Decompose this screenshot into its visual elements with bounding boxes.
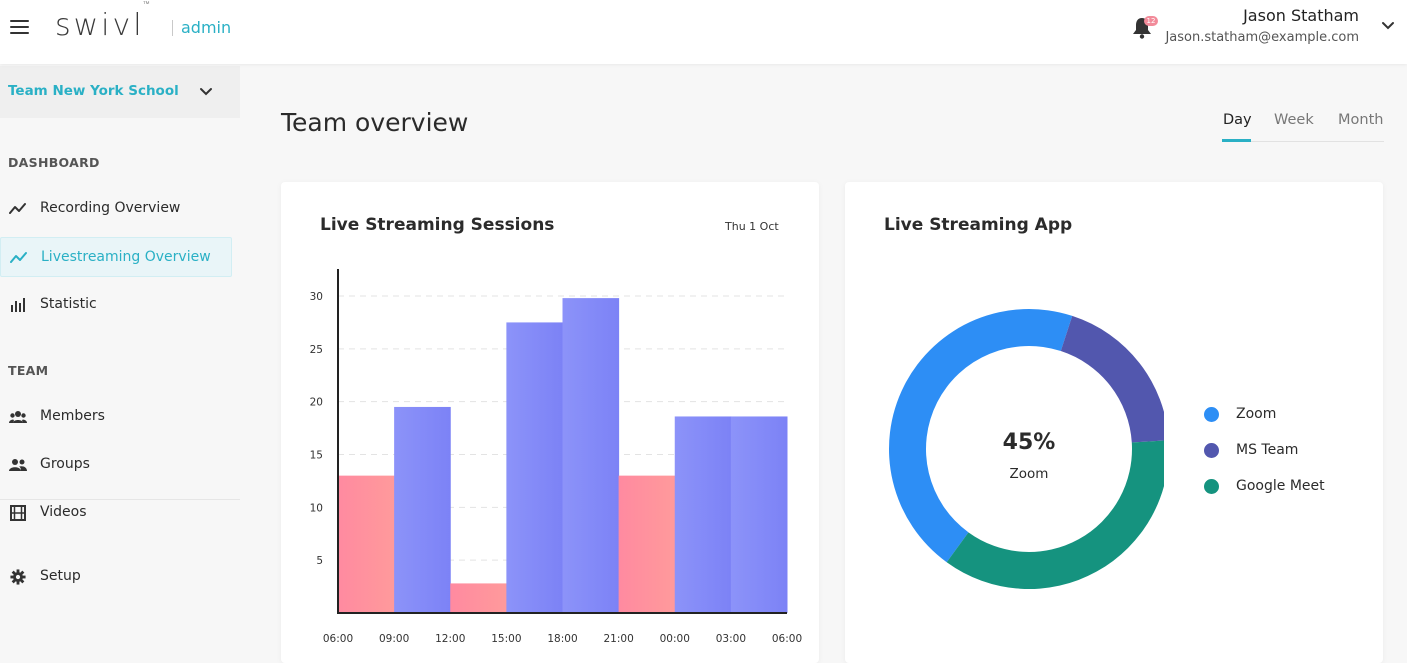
admin-label: admin <box>181 18 232 37</box>
page-title: Team overview <box>281 108 469 137</box>
chevron-down-icon <box>198 84 214 98</box>
trend-line-icon <box>10 250 28 266</box>
bar[interactable] <box>562 298 620 613</box>
notifications-bell-icon[interactable]: 12 <box>1131 14 1158 40</box>
y-tick-label: 15 <box>310 450 323 462</box>
team-name: Team New York School <box>8 83 179 99</box>
time-range-tabs: Day Week Month <box>1222 110 1384 142</box>
donut-legend: Zoom MS Team Google Meet <box>1204 404 1364 504</box>
sidebar-item-label: Setup <box>40 568 81 584</box>
logo-divider <box>172 20 173 36</box>
sidebar: Team New York School DASHBOARD Recording… <box>0 64 240 663</box>
bar[interactable] <box>506 322 563 613</box>
members-icon <box>9 409 27 425</box>
dashboard-section-title: DASHBOARD <box>8 155 100 170</box>
card-title: Live Streaming App <box>884 215 1073 235</box>
legend-label: MS Team <box>1236 442 1299 458</box>
x-tick-label: 09:00 <box>379 633 409 645</box>
notification-badge: 12 <box>1144 16 1158 26</box>
chart-date-label: Thu 1 Oct <box>725 220 779 233</box>
team-selector[interactable]: Team New York School <box>0 66 240 118</box>
sidebar-item-members[interactable]: Members <box>0 397 232 437</box>
sidebar-divider <box>0 499 240 500</box>
groups-icon <box>9 457 27 473</box>
x-tick-label: 18:00 <box>547 633 577 645</box>
sidebar-item-videos[interactable]: Videos <box>0 493 232 533</box>
bar-chart-icon <box>9 297 27 313</box>
sidebar-item-label: Livestreaming Overview <box>41 249 211 265</box>
sidebar-item-setup[interactable]: Setup <box>0 557 232 597</box>
y-tick-label: 30 <box>310 291 323 303</box>
sidebar-item-livestreaming-overview[interactable]: Livestreaming Overview <box>0 237 232 277</box>
sidebar-item-recording-overview[interactable]: Recording Overview <box>0 189 232 229</box>
hamburger-menu-icon[interactable] <box>10 20 30 36</box>
user-email: Jason.statham@example.com <box>1165 30 1359 45</box>
active-tab-indicator <box>1222 139 1251 142</box>
user-menu-chevron-down-icon[interactable] <box>1380 18 1396 32</box>
legend-label: Google Meet <box>1236 478 1325 494</box>
sidebar-item-statistic[interactable]: Statistic <box>0 285 232 325</box>
sidebar-item-label: Groups <box>40 456 90 472</box>
live-streaming-app-card: Live Streaming App 45% Zoom Zoom MS Team G… <box>845 182 1383 663</box>
x-tick-label: 00:00 <box>660 633 690 645</box>
sidebar-item-label: Videos <box>40 504 87 520</box>
donut-slice-ms-team[interactable] <box>1060 315 1164 443</box>
tab-week[interactable]: Week <box>1274 112 1314 128</box>
legend-label: Zoom <box>1236 406 1277 422</box>
sessions-bar-chart: 5 10 15 20 25 30 06:00 09:00 12:00 15:00 18:00 21:… <box>310 269 802 645</box>
bar[interactable] <box>338 475 395 613</box>
bar[interactable] <box>394 406 451 613</box>
app-donut-chart: 45% Zoom <box>889 309 1164 589</box>
donut-slice-zoom[interactable] <box>889 309 1073 563</box>
donut-slice-google-meet[interactable] <box>946 440 1164 589</box>
logo-trademark: ™ <box>142 0 150 8</box>
top-header: swivl™ admin 12 Jason Statham Jason.stat… <box>0 0 1407 64</box>
y-tick-label: 20 <box>310 397 323 409</box>
legend-dot <box>1204 479 1219 494</box>
live-streaming-sessions-card: Live Streaming Sessions Thu 1 Oct 5 10 15 2… <box>281 182 819 663</box>
x-tick-label: 06:00 <box>772 633 802 645</box>
user-name[interactable]: Jason Statham <box>1243 6 1359 25</box>
legend-dot <box>1204 443 1219 458</box>
sidebar-item-label: Members <box>40 408 105 424</box>
x-tick-label: 06:00 <box>323 633 353 645</box>
legend-dot <box>1204 407 1219 422</box>
tab-day[interactable]: Day <box>1223 112 1252 128</box>
bar[interactable] <box>618 475 676 613</box>
bar[interactable] <box>730 416 788 613</box>
x-tick-label: 21:00 <box>603 633 633 645</box>
trend-line-icon <box>9 201 27 217</box>
bar[interactable] <box>674 416 732 613</box>
x-tick-label: 15:00 <box>491 633 521 645</box>
swivl-logo[interactable]: swivl™ <box>55 0 152 43</box>
x-tick-label: 03:00 <box>716 633 746 645</box>
sidebar-item-label: Statistic <box>40 296 97 312</box>
donut-center-value: 45% <box>1003 430 1056 455</box>
x-tick-label: 12:00 <box>435 633 465 645</box>
tab-month[interactable]: Month <box>1338 112 1384 128</box>
team-section-title: TEAM <box>8 363 49 378</box>
logo-text: swivl <box>55 8 145 43</box>
card-title: Live Streaming Sessions <box>320 215 555 235</box>
gear-icon <box>9 569 27 585</box>
film-icon <box>9 505 27 521</box>
sidebar-item-groups[interactable]: Groups <box>0 445 232 485</box>
y-tick-label: 10 <box>310 502 323 514</box>
sidebar-item-label: Recording Overview <box>40 200 181 216</box>
bar[interactable] <box>450 583 507 613</box>
y-tick-label: 25 <box>310 344 323 356</box>
y-tick-label: 5 <box>316 555 323 567</box>
donut-center-label: Zoom <box>1010 466 1049 482</box>
